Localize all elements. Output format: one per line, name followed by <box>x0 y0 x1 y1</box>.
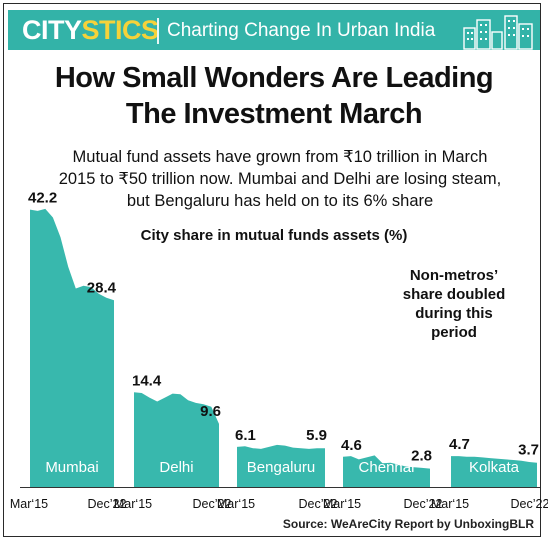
annotation-line: share doubled <box>403 286 506 303</box>
annotation-line: during this <box>415 305 493 322</box>
subheading-line-2: 2015 to ₹50 trillion now. Mumbai and Del… <box>58 170 502 188</box>
x-tick-label: Dec’22 <box>404 497 443 511</box>
subheading-line-3: but Bengaluru has held on to its 6% shar… <box>126 192 434 210</box>
series-label-mumbai: Mumbai <box>45 459 98 476</box>
start-value-label: 14.4 <box>132 372 162 389</box>
series-label-delhi: Delhi <box>159 459 193 476</box>
source-note: Source: WeAreCity Report by UnboxingBLR <box>282 517 534 531</box>
area-kolkata <box>451 456 537 487</box>
logo-city: CITY <box>22 15 82 45</box>
series-label-bengaluru: Bengaluru <box>247 459 315 476</box>
end-value-label: 28.4 <box>87 279 117 296</box>
area-bengaluru <box>237 444 325 487</box>
series-label-kolkata: Kolkata <box>469 459 520 476</box>
logo-divider <box>157 18 159 44</box>
start-value-label: 4.7 <box>449 436 470 453</box>
annotation-line: Non-metros’ <box>410 267 498 284</box>
x-tick-label: Mar‘15 <box>114 497 152 511</box>
logo-stics: STICS <box>81 15 160 45</box>
chart-title: City share in mutual funds assets (%) <box>141 227 408 244</box>
area-mumbai <box>30 208 114 487</box>
start-value-label: 4.6 <box>341 437 362 454</box>
series-label-chennai: Chennai <box>359 459 415 476</box>
x-tick-label: Mar‘15 <box>217 497 255 511</box>
start-value-label: 6.1 <box>235 427 256 444</box>
header-tagline: Charting Change In Urban India <box>167 20 436 41</box>
x-tick-label: Dec’22 <box>193 497 232 511</box>
header-banner <box>8 10 540 50</box>
x-tick-label: Dec’22 <box>299 497 338 511</box>
subheading-line-1: Mutual fund assets have grown from ₹10 t… <box>72 148 488 166</box>
figure-frame <box>3 3 541 537</box>
end-value-label: 9.6 <box>200 403 221 420</box>
subheading: Mutual fund assets have grown from ₹10 t… <box>30 146 530 212</box>
area-chennai <box>343 455 430 487</box>
headline-line-2: The Investment March <box>125 98 423 130</box>
x-tick-label: Mar‘15 <box>431 497 469 511</box>
x-tick-label: Mar‘15 <box>323 497 361 511</box>
end-value-label: 2.8 <box>411 448 432 465</box>
x-tick-label: Dec’22 <box>511 497 548 511</box>
citystics-logo: CITYSTICS <box>22 12 159 48</box>
city-skyline-icon <box>463 15 533 50</box>
end-value-label: 5.9 <box>306 427 327 444</box>
end-value-label: 3.7 <box>518 442 539 459</box>
x-tick-label: Dec’22 <box>88 497 127 511</box>
x-tick-label: Mar‘15 <box>10 497 48 511</box>
area-delhi <box>134 392 219 487</box>
headline-line-1: How Small Wonders Are Leading <box>54 62 494 94</box>
annotation-line: period <box>431 324 477 341</box>
start-value-label: 42.2 <box>28 190 57 207</box>
headline: How Small Wonders Are Leading The Invest… <box>0 60 548 132</box>
